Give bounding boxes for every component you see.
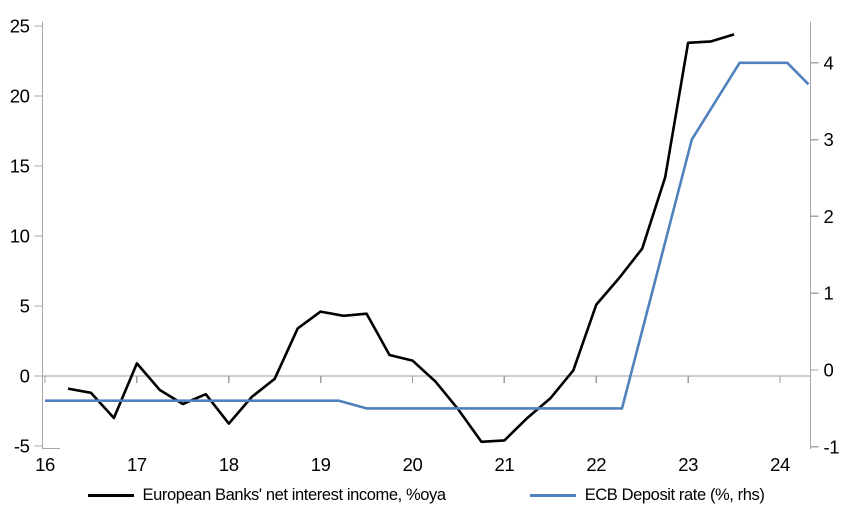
y-right-tick-label: 4 bbox=[824, 52, 834, 73]
y-left-tick-label: 15 bbox=[10, 156, 30, 177]
x-axis-tick-label: 19 bbox=[311, 454, 331, 475]
blue-line-swatch bbox=[529, 494, 576, 497]
y-left-tick-label: 5 bbox=[20, 296, 30, 317]
y-right-tick-label: 1 bbox=[824, 283, 834, 304]
x-axis-tick-label: 20 bbox=[403, 454, 423, 475]
x-axis-tick-label: 23 bbox=[678, 454, 698, 475]
x-axis-tick-label: 21 bbox=[494, 454, 514, 475]
x-axis-tick-label: 16 bbox=[35, 454, 55, 475]
x-axis-tick-label: 22 bbox=[586, 454, 606, 475]
y-right-tick-label: -1 bbox=[824, 436, 840, 457]
y-right-tick-label: 3 bbox=[824, 129, 834, 150]
y-left-tick-label: 20 bbox=[10, 86, 30, 107]
x-axis-tick-label: 24 bbox=[770, 454, 790, 475]
y-left-tick-label: 0 bbox=[20, 366, 30, 387]
x-axis-tick-label: 17 bbox=[127, 454, 147, 475]
y-right-tick-label: 0 bbox=[824, 360, 834, 381]
y-left-tick-label: 25 bbox=[10, 16, 30, 37]
chart-legend: European Banks' net interest income, %oy… bbox=[0, 486, 852, 505]
black-line-swatch bbox=[87, 494, 134, 497]
legend-item-ecb-deposit-rate: ECB Deposit rate (%, rhs) bbox=[529, 486, 765, 505]
legend-label-ecb-deposit-rate: ECB Deposit rate (%, rhs) bbox=[584, 486, 765, 504]
ecb-deposit-rate-line bbox=[45, 61, 810, 410]
x-axis-tick-label: 18 bbox=[219, 454, 239, 475]
legend-label-net-interest-income: European Banks' net interest income, %oy… bbox=[142, 486, 447, 504]
net-interest-income-line bbox=[67, 33, 735, 444]
y-right-tick-label: 2 bbox=[824, 206, 834, 227]
y-left-tick-label: -5 bbox=[14, 436, 30, 457]
y-left-tick-label: 10 bbox=[10, 226, 30, 247]
legend-item-net-interest-income: European Banks' net interest income, %oy… bbox=[87, 486, 447, 505]
